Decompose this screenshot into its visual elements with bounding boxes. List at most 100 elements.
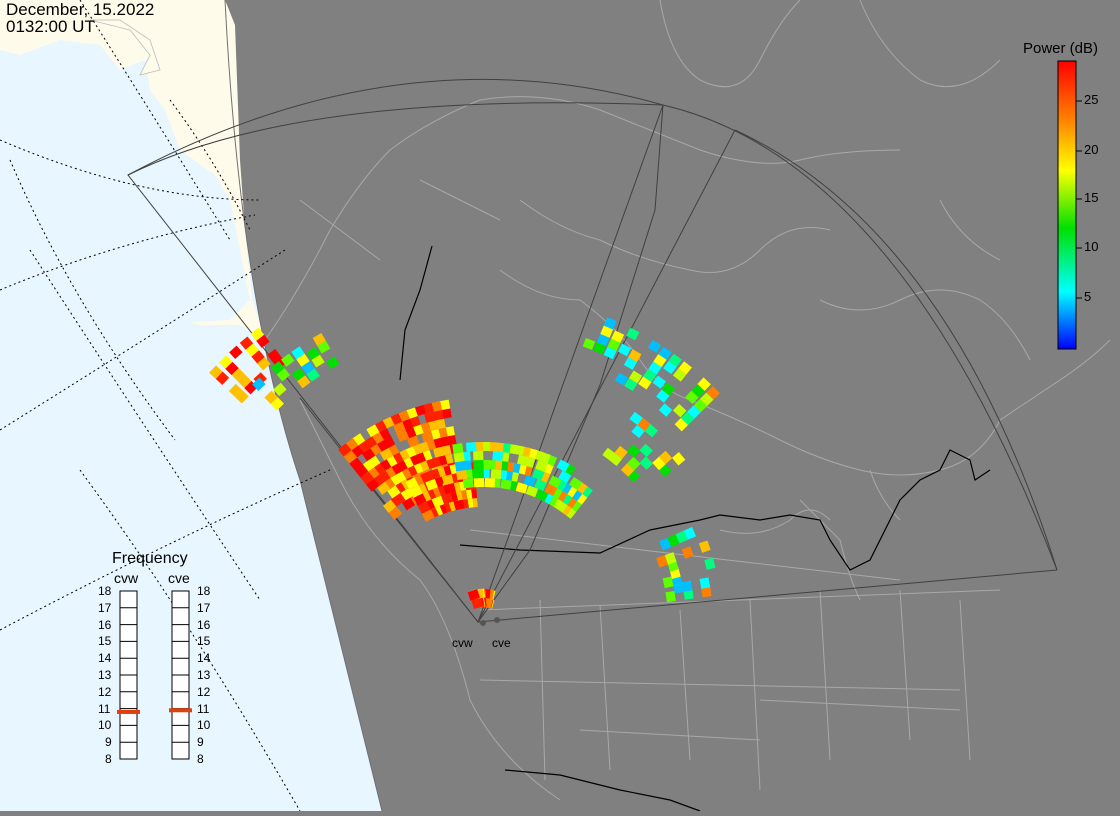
frequency-level-label: 16 xyxy=(197,617,211,632)
echo-cell xyxy=(471,597,484,610)
echo-cell xyxy=(639,443,653,458)
lat-lon-grid xyxy=(0,0,331,812)
echo-cell xyxy=(603,317,617,330)
echo-cell xyxy=(379,447,393,461)
echo-cell xyxy=(231,368,246,382)
echo-cell xyxy=(209,365,223,379)
frequency-level-label: 12 xyxy=(98,684,112,699)
echo-cell xyxy=(387,485,401,499)
echo-cell xyxy=(658,403,673,417)
echo-cell xyxy=(407,435,420,448)
echo-cell xyxy=(424,411,437,423)
frequency-level-label: 17 xyxy=(197,600,211,615)
echo-cell xyxy=(257,357,271,371)
echo-cell xyxy=(462,478,474,489)
daylight-land xyxy=(0,0,265,340)
echo-cell xyxy=(366,478,380,492)
frequency-level-label: 15 xyxy=(197,634,211,649)
station-label-cvw: cvw xyxy=(452,636,473,650)
echo-cell xyxy=(301,361,315,375)
echo-cell xyxy=(678,361,692,375)
radar-site-cve xyxy=(494,617,500,623)
echo-cell xyxy=(697,377,711,391)
echo-cell xyxy=(662,576,674,589)
echo-cell xyxy=(658,346,672,360)
echo-cell xyxy=(500,479,512,490)
echo-cell xyxy=(392,421,406,434)
coastlines xyxy=(264,0,1111,801)
echo-cell xyxy=(465,442,477,452)
echo-cell xyxy=(239,336,254,350)
echo-cell xyxy=(490,469,502,480)
echo-cell xyxy=(614,372,629,386)
radar-name-cvw: cvw xyxy=(114,570,139,586)
frequency-level-label: 9 xyxy=(197,735,204,750)
echo-cell xyxy=(698,540,711,553)
echo-cell xyxy=(456,469,468,481)
echo-cell xyxy=(667,534,680,547)
echo-cell xyxy=(652,456,666,471)
echo-cell xyxy=(452,443,464,454)
echo-cell xyxy=(441,492,454,505)
echo-cell xyxy=(602,447,616,461)
echo-cell xyxy=(593,342,606,355)
political-borders xyxy=(399,245,991,812)
echo-cell xyxy=(643,368,657,383)
frequency-level-label: 13 xyxy=(197,668,211,682)
date-label: December, 15.2022 xyxy=(6,0,155,19)
echo-cell xyxy=(515,482,528,494)
echo-cell xyxy=(596,333,610,347)
frequency-level-label: 14 xyxy=(98,651,112,666)
echo-cell xyxy=(620,463,635,477)
echo-cell xyxy=(225,361,239,376)
frequency-level-label: 13 xyxy=(98,668,112,682)
echo-cell xyxy=(354,464,369,478)
echo-cell xyxy=(473,477,485,488)
echo-cell xyxy=(273,382,287,397)
frequency-marker-cvw xyxy=(117,709,140,714)
echo-cell xyxy=(534,478,547,492)
echo-cell xyxy=(544,483,558,497)
echo-cell xyxy=(626,327,640,341)
echo-cell xyxy=(237,374,252,388)
colorbar-tick-15: 15 xyxy=(1084,190,1099,205)
echo-cell xyxy=(659,537,672,551)
frequency-level-label: 8 xyxy=(197,752,204,766)
echo-cell xyxy=(366,424,380,438)
echo-cell xyxy=(674,417,689,432)
echo-cell xyxy=(376,481,391,495)
echo-cell xyxy=(600,325,614,338)
echo-cell xyxy=(421,430,434,443)
echo-cell xyxy=(700,392,714,406)
echo-cell xyxy=(452,499,465,511)
echo-cell xyxy=(251,350,265,364)
echo-cell xyxy=(256,334,270,348)
echo-cell xyxy=(438,399,451,411)
frequency-level-label: 8 xyxy=(105,752,112,766)
colorbar-tick-20: 20 xyxy=(1084,142,1099,157)
echo-cell xyxy=(311,354,325,368)
echo-cell xyxy=(665,591,676,603)
frequency-ladders xyxy=(117,590,192,760)
echo-cell xyxy=(611,330,625,343)
echo-cell xyxy=(276,368,291,382)
echo-cell xyxy=(361,448,376,462)
frequency-level-label: 9 xyxy=(105,735,112,750)
echo-cell xyxy=(638,376,652,390)
echo-cell xyxy=(683,527,697,540)
frequency-level-label: 18 xyxy=(98,584,112,598)
echo-cell xyxy=(492,451,504,462)
echo-cell xyxy=(647,339,662,353)
echo-cell xyxy=(648,361,662,375)
echo-cell xyxy=(685,390,699,405)
echo-cell xyxy=(417,501,431,514)
fov-outline xyxy=(127,78,1058,623)
radar-name-cve: cve xyxy=(168,570,190,586)
terminator xyxy=(224,0,383,812)
echo-cell xyxy=(644,424,659,438)
echo-cell xyxy=(532,468,545,481)
echo-cell xyxy=(525,485,539,498)
echo-cell xyxy=(672,452,686,466)
colorbar-tick-5: 5 xyxy=(1084,289,1092,304)
